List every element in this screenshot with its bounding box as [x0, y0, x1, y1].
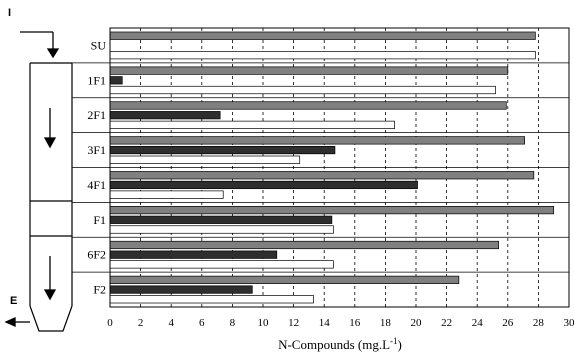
x-tick-label: 2 — [138, 317, 144, 329]
bar — [109, 295, 314, 304]
x-tick-label: 28 — [533, 317, 545, 329]
x-tick-label: 18 — [380, 317, 392, 329]
bar — [109, 285, 253, 294]
bar — [109, 136, 525, 145]
x-tick-label: 10 — [258, 317, 270, 329]
category-label: 2F1 — [87, 108, 106, 122]
reactor-schematic — [29, 62, 73, 332]
x-tick-label: 30 — [564, 317, 574, 329]
x-tick-label: 8 — [230, 317, 236, 329]
bar — [109, 145, 336, 155]
inlet-arrow-icon — [20, 31, 60, 59]
outlet-arrow-icon — [4, 316, 30, 328]
x-tick-label: 24 — [472, 317, 484, 329]
bar — [109, 240, 499, 250]
x-tick-labels: 0 2 4 6 8 10 12 14 16 18 20 22 24 26 28 30 — [107, 317, 574, 329]
x-tick-label: 4 — [168, 317, 174, 329]
bar — [109, 260, 334, 269]
bar — [109, 66, 509, 75]
flow-arrow-icon — [43, 108, 57, 149]
x-axis-title: N-Compounds (mg.L-1) — [278, 336, 402, 352]
plot-area-frame — [109, 27, 570, 308]
bar — [109, 250, 278, 259]
x-tick-label: 22 — [441, 317, 452, 329]
reactor-funnel-bottom — [29, 305, 73, 332]
category-label: F2 — [93, 283, 106, 297]
x-tick-label: 16 — [349, 317, 361, 329]
bar — [109, 180, 418, 190]
category-label: 6F2 — [87, 248, 106, 262]
flow-arrow-icon — [43, 256, 57, 301]
bar — [109, 275, 460, 284]
bar — [109, 206, 555, 215]
bar — [109, 85, 496, 95]
bar — [109, 225, 334, 234]
category-label: SU — [91, 38, 107, 52]
category-label: F1 — [93, 213, 106, 227]
row-separators — [72, 62, 569, 273]
bar — [109, 76, 123, 85]
category-label: 1F1 — [87, 73, 106, 87]
x-tick-label: 6 — [199, 317, 205, 329]
bar — [109, 101, 507, 110]
x-tick-label: 14 — [319, 317, 331, 329]
inlet-label: I — [8, 7, 11, 19]
x-tick-label: 12 — [288, 317, 299, 329]
bars — [109, 31, 555, 304]
x-tick-label: 20 — [411, 317, 423, 329]
outlet-label: E — [10, 295, 17, 307]
bar — [109, 155, 301, 164]
category-labels: SU 1F1 2F1 3F1 4F1 F1 6F2 F2 — [87, 38, 106, 296]
bar — [109, 111, 221, 120]
category-label: 4F1 — [87, 178, 106, 192]
bar — [109, 190, 224, 199]
bar — [109, 31, 536, 40]
bar — [109, 120, 395, 129]
x-tick-label: 26 — [502, 317, 514, 329]
bar — [109, 215, 333, 224]
bar — [109, 51, 536, 60]
x-axis-title-text: N-Compounds (mg.L — [278, 337, 390, 352]
x-tick-label: 0 — [107, 317, 113, 329]
bar — [109, 171, 535, 180]
x-axis-title-close: ) — [398, 337, 402, 352]
category-label: 3F1 — [87, 143, 106, 157]
x-axis-title-sup: -1 — [390, 336, 398, 346]
